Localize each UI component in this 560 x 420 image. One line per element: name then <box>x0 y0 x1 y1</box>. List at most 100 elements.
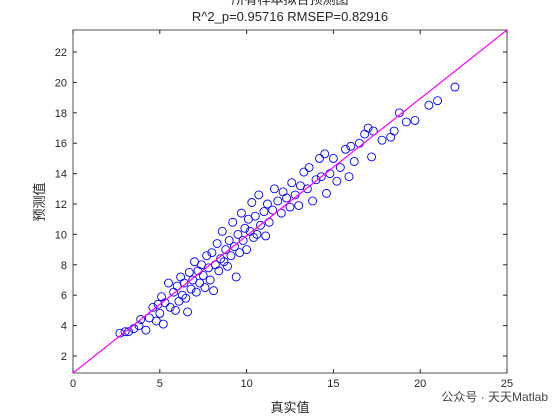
point <box>136 315 146 324</box>
point <box>155 308 165 318</box>
point <box>287 178 297 188</box>
point <box>191 287 201 297</box>
x-tick-label: 15 <box>327 378 339 390</box>
point <box>231 272 241 282</box>
point <box>184 267 194 277</box>
point <box>179 278 189 288</box>
point <box>424 100 434 110</box>
point <box>181 293 191 303</box>
point <box>205 275 215 285</box>
point <box>346 141 356 151</box>
point <box>299 167 309 177</box>
fit-line <box>72 29 508 374</box>
point <box>170 305 180 315</box>
point <box>341 144 351 154</box>
chart-subtitle: R^2_p=0.95716 RMSEP=0.82916 <box>192 9 388 24</box>
x-tick-label: 10 <box>240 378 252 390</box>
point <box>349 157 359 166</box>
y-tick-label: 8 <box>61 260 67 272</box>
x-tick-label: 20 <box>414 378 426 390</box>
point <box>394 108 404 118</box>
point <box>262 199 272 209</box>
y-tick-label: 14 <box>55 169 67 181</box>
point <box>209 286 219 296</box>
point <box>224 236 234 245</box>
point <box>282 193 291 203</box>
point <box>164 278 173 288</box>
chart-title: 所有样本拟合预测图 <box>231 0 348 8</box>
y-tick-label: 16 <box>55 138 67 150</box>
y-tick-label: 10 <box>55 229 67 241</box>
point <box>259 207 269 217</box>
point <box>226 251 236 261</box>
point <box>268 205 278 215</box>
point <box>195 278 205 288</box>
point <box>433 96 443 106</box>
point <box>269 184 279 194</box>
x-tick-label: 0 <box>70 378 76 390</box>
y-tick-label: 2 <box>61 351 67 363</box>
point <box>214 266 224 276</box>
point <box>233 229 243 239</box>
y-tick-label: 18 <box>55 108 67 120</box>
point <box>308 196 318 206</box>
point <box>240 223 250 233</box>
point <box>328 153 338 163</box>
point <box>219 257 229 267</box>
point <box>256 220 265 230</box>
point <box>183 307 193 317</box>
point <box>294 201 304 210</box>
point <box>238 236 248 245</box>
point <box>250 211 260 221</box>
point <box>229 242 239 252</box>
point <box>401 117 411 127</box>
point <box>377 135 387 145</box>
y-axis-label: 预测值 <box>32 182 48 221</box>
point <box>141 325 151 335</box>
point <box>410 115 420 125</box>
point <box>311 175 321 185</box>
x-tick-label: 25 <box>501 378 513 390</box>
point <box>344 172 354 182</box>
point <box>261 231 271 241</box>
point <box>363 123 373 133</box>
point <box>177 290 187 300</box>
point <box>198 270 208 280</box>
watermark: 公众号 · 天天Matlab <box>441 390 548 404</box>
point <box>450 82 460 92</box>
point <box>254 190 264 200</box>
point <box>217 226 227 236</box>
y-tick-label: 12 <box>55 199 67 211</box>
point <box>285 202 295 212</box>
point <box>302 184 312 194</box>
point <box>332 176 342 186</box>
point <box>304 163 314 172</box>
point <box>200 283 210 293</box>
point <box>367 152 377 162</box>
point <box>316 172 326 182</box>
point <box>202 251 212 261</box>
point <box>223 261 232 271</box>
point <box>247 198 257 207</box>
point <box>165 302 175 312</box>
point <box>216 254 226 264</box>
point <box>335 163 345 172</box>
point <box>276 208 286 218</box>
point <box>315 153 324 163</box>
point <box>273 196 283 206</box>
y-tick-label: 22 <box>55 47 67 59</box>
point <box>242 245 252 255</box>
x-axis-label: 真实值 <box>270 400 309 416</box>
point <box>389 126 399 136</box>
point <box>228 217 238 227</box>
x-tick-label: 5 <box>157 378 163 390</box>
point <box>249 232 258 242</box>
point <box>158 319 168 329</box>
y-tick-label: 20 <box>55 77 67 89</box>
point <box>153 299 163 309</box>
point <box>212 239 222 248</box>
point <box>322 188 331 198</box>
point <box>320 149 330 159</box>
point <box>207 248 217 258</box>
